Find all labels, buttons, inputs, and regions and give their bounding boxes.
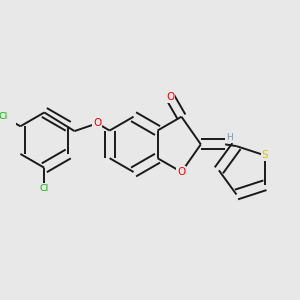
Text: Cl: Cl	[40, 184, 49, 193]
Text: O: O	[166, 92, 174, 102]
Text: O: O	[177, 167, 186, 177]
Text: S: S	[262, 150, 268, 161]
Text: Cl: Cl	[0, 112, 8, 121]
Text: O: O	[93, 118, 101, 128]
Text: H: H	[226, 133, 233, 142]
